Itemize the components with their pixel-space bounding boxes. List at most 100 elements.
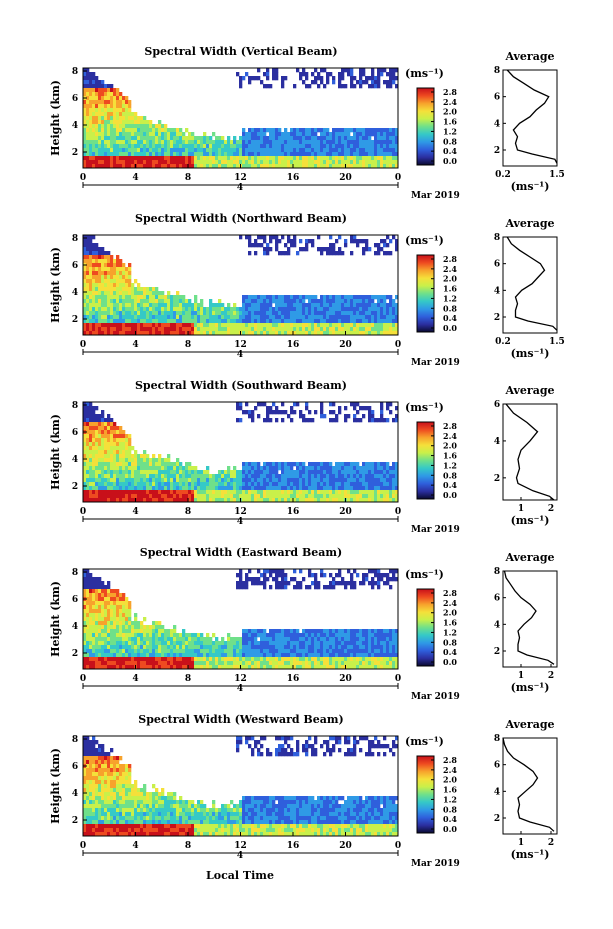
colorbar-tick-label: 2.0 xyxy=(443,608,457,618)
average-x-tick-label: 1 xyxy=(518,504,524,514)
colorbar-tick-label: 2.8 xyxy=(443,254,457,264)
colorbar-tick-label: 2.8 xyxy=(443,588,457,598)
colorbar xyxy=(416,421,435,500)
y-tick-label: 4 xyxy=(72,455,78,465)
y-axis-label: Height (km) xyxy=(49,247,62,323)
average-y-tick-label: 2 xyxy=(494,146,500,156)
heatmap-cells xyxy=(83,736,399,837)
heatmap-cells xyxy=(83,402,399,503)
colorbar xyxy=(416,254,435,333)
average-frame xyxy=(502,737,558,835)
y-tick-label: 2 xyxy=(72,315,78,325)
panel-title: Spectral Width (Southward Beam) xyxy=(135,379,347,392)
y-tick-label: 6 xyxy=(72,261,78,271)
colorbar-tick-label: 2.0 xyxy=(443,107,457,117)
x-tick-label: 12 xyxy=(234,841,247,851)
date-label: Mar 2019 xyxy=(411,358,460,368)
panel-1: Spectral Width (Vertical Beam) Height (km… xyxy=(49,45,565,201)
panel-5: Spectral Width (Westward Beam) Height (km… xyxy=(49,713,558,869)
average-unit: (ms⁻¹) xyxy=(511,180,550,193)
colorbar-tick-label: 2.0 xyxy=(443,775,457,785)
x-tick-label: 0 xyxy=(80,674,86,684)
average-x-tick-label: 0.2 xyxy=(495,337,511,347)
x-tick-label: 0 xyxy=(395,674,401,684)
x-tick-label: 16 xyxy=(287,340,300,350)
average-y-tick-label: 2 xyxy=(494,313,500,323)
average-frame xyxy=(502,403,558,501)
average-unit: (ms⁻¹) xyxy=(511,848,550,861)
average-title: Average xyxy=(504,217,554,230)
y-tick-label: 2 xyxy=(72,649,78,659)
x-tick-label: 16 xyxy=(287,841,300,851)
panel-title: Spectral Width (Vertical Beam) xyxy=(144,45,337,58)
average-y-tick-label: 6 xyxy=(494,400,500,410)
colorbar-tick-label: 2.8 xyxy=(443,421,457,431)
average-y-tick-label: 8 xyxy=(494,734,500,744)
y-tick-label: 2 xyxy=(72,816,78,826)
average-y-tick-label: 6 xyxy=(494,761,500,771)
heatmap-cells xyxy=(83,569,399,670)
y-axis-label: Height (km) xyxy=(49,414,62,490)
colorbar-tick-label: 0.4 xyxy=(443,480,457,490)
average-unit: (ms⁻¹) xyxy=(511,514,550,527)
average-x-tick-label: 1 xyxy=(518,838,524,848)
colorbar-tick-label: 2.0 xyxy=(443,441,457,451)
average-title: Average xyxy=(504,50,554,63)
x-tick-label: 20 xyxy=(339,674,352,684)
colorbar-tick-label: 2.8 xyxy=(443,87,457,97)
x-tick-label: 0 xyxy=(395,841,401,851)
x-tick-label: 12 xyxy=(234,173,247,183)
x-tick-label: 16 xyxy=(287,674,300,684)
x-tick-label: 4 xyxy=(132,173,138,183)
average-y-tick-label: 6 xyxy=(494,260,500,270)
average-y-tick-label: 6 xyxy=(494,93,500,103)
average-y-tick-label: 8 xyxy=(494,66,500,76)
colorbar-unit: (ms⁻¹) xyxy=(405,234,444,247)
colorbar-tick-label: 1.2 xyxy=(443,627,457,637)
average-frame xyxy=(502,570,558,668)
average-profile-line xyxy=(506,236,558,331)
average-unit: (ms⁻¹) xyxy=(511,347,550,360)
y-tick-label: 4 xyxy=(72,622,78,632)
x-tick-label: 8 xyxy=(185,841,191,851)
x-tick-label: 4 xyxy=(132,841,138,851)
x-tick-label: 8 xyxy=(185,173,191,183)
average-profile-line xyxy=(503,570,555,665)
colorbar-tick-label: 0.0 xyxy=(443,323,457,333)
colorbar-tick-label: 2.8 xyxy=(443,755,457,765)
colorbar-tick-label: 1.2 xyxy=(443,460,457,470)
average-x-tick-label: 2 xyxy=(548,838,554,848)
average-y-tick-label: 4 xyxy=(494,437,500,447)
date-label: Mar 2019 xyxy=(411,692,460,702)
panel-2: Spectral Width (Northward Beam) Height (k… xyxy=(49,212,565,368)
average-title: Average xyxy=(504,384,554,397)
colorbar xyxy=(416,87,435,166)
colorbar-tick-label: 0.0 xyxy=(443,657,457,667)
x-tick-label: 20 xyxy=(339,340,352,350)
colorbar-tick-label: 0.0 xyxy=(443,156,457,166)
average-unit: (ms⁻¹) xyxy=(511,681,550,694)
average-title: Average xyxy=(504,551,554,564)
colorbar-tick-label: 1.2 xyxy=(443,126,457,136)
average-y-tick-label: 4 xyxy=(494,286,500,296)
colorbar-tick-label: 2.4 xyxy=(443,431,457,441)
y-tick-label: 2 xyxy=(72,148,78,158)
panel-title: Spectral Width (Eastward Beam) xyxy=(140,546,342,559)
colorbar-tick-label: 0.8 xyxy=(443,303,457,313)
y-tick-label: 6 xyxy=(72,428,78,438)
x-tick-label: 12 xyxy=(234,507,247,517)
colorbar-unit: (ms⁻¹) xyxy=(405,401,444,414)
x-tick-label: 16 xyxy=(287,173,300,183)
average-y-tick-label: 4 xyxy=(494,787,500,797)
x-tick-label: 20 xyxy=(339,841,352,851)
date-tick-label: 4 xyxy=(237,183,243,193)
average-x-tick-label: 1.5 xyxy=(549,337,565,347)
average-x-tick-label: 2 xyxy=(548,504,554,514)
y-tick-label: 8 xyxy=(72,234,78,244)
y-axis-label: Height (km) xyxy=(49,80,62,156)
x-tick-label: 20 xyxy=(339,507,352,517)
date-tick-label: 4 xyxy=(237,851,243,861)
y-tick-label: 4 xyxy=(72,288,78,298)
y-tick-label: 8 xyxy=(72,568,78,578)
